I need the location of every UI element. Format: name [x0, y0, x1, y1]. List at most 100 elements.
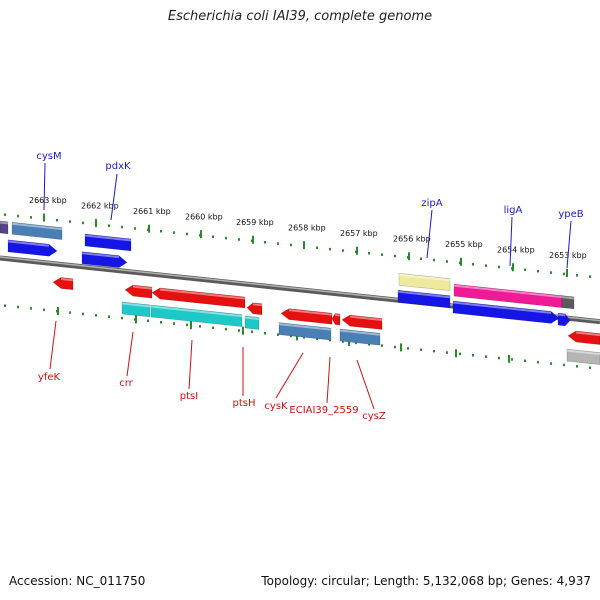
major-tick — [135, 315, 137, 324]
kbp-label: 2658 kbp — [288, 224, 326, 233]
tick-dot — [342, 340, 344, 343]
tick-dot — [95, 314, 97, 317]
major-tick — [57, 307, 59, 316]
tick-dot — [498, 265, 500, 269]
tick-dot — [472, 354, 474, 357]
tick-dot — [264, 331, 266, 335]
gene-box — [398, 272, 451, 292]
kbp-label: 2661 kbp — [133, 207, 171, 216]
tick-dot — [394, 345, 396, 349]
tick-dot — [433, 258, 435, 262]
label-leader-line — [43, 162, 46, 211]
tick-dot — [329, 338, 331, 342]
tick-dot — [251, 330, 253, 334]
kbp-label: 2660 kbp — [185, 213, 223, 222]
major-tick — [400, 343, 402, 352]
gene-label-forward: ligA — [504, 205, 523, 216]
major-tick — [566, 268, 568, 277]
tick-dot — [82, 221, 84, 225]
major-tick — [408, 252, 410, 261]
label-leader-line — [509, 216, 513, 267]
gene-fragment-left — [0, 220, 9, 235]
tick-dot — [550, 271, 552, 274]
major-tick — [455, 349, 457, 358]
label-leader-line — [49, 320, 57, 370]
kbp-label: 2656 kbp — [393, 235, 431, 244]
tick-dot — [472, 263, 474, 266]
tick-dot — [238, 238, 240, 241]
gene-box — [566, 348, 600, 365]
accession-text: Accession: NC_011750 — [9, 574, 146, 588]
major-tick — [95, 219, 97, 228]
tick-dot — [30, 216, 32, 219]
tick-dot — [381, 344, 383, 347]
kbp-label: 2655 kbp — [445, 240, 483, 249]
tick-dot — [238, 329, 240, 332]
major-tick — [356, 246, 358, 255]
major-tick — [242, 326, 244, 335]
tick-dot — [4, 304, 6, 307]
tick-dot — [212, 326, 214, 329]
outer-tick-track — [4, 213, 591, 278]
tick-dot — [121, 316, 123, 320]
tick-dot — [212, 235, 214, 238]
tick-dot — [43, 308, 45, 312]
kbp-label: 2663 kbp — [29, 196, 67, 205]
gene-arrow-reverse — [567, 330, 600, 345]
major-tick — [508, 354, 510, 363]
gene-labels: cysM pdxK zipA ligA ypeB yfeK crr ptsI ptsH cysK E… — [36, 151, 583, 422]
tick-dot — [537, 269, 539, 273]
tick-dot — [563, 272, 565, 276]
gene-arrow-reverse — [52, 277, 74, 291]
tick-dot — [30, 307, 32, 310]
tick-dot — [160, 229, 162, 233]
gene-features — [0, 220, 600, 365]
tick-dot — [186, 232, 188, 236]
tick-dot — [69, 220, 71, 223]
gene-box — [278, 322, 332, 341]
tick-dot — [342, 249, 344, 252]
major-tick — [460, 257, 462, 266]
tick-dot — [394, 254, 396, 258]
tick-dot — [433, 349, 435, 353]
gene-arrow-forward — [452, 300, 560, 324]
tick-dot — [173, 231, 175, 234]
gene-arrow-reverse — [331, 313, 341, 326]
gene-label-forward: cysM — [36, 151, 61, 162]
tick-dot — [290, 243, 292, 247]
genome-info-text: Topology: circular; Length: 5,132,068 bp… — [261, 574, 591, 588]
gene-label-reverse: ptsI — [180, 391, 198, 402]
kbp-label: 2657 kbp — [340, 229, 378, 238]
gene-label-reverse: cysZ — [362, 411, 386, 422]
tick-dot — [420, 257, 422, 261]
gene-arrow-forward — [7, 239, 58, 257]
gene-arrow-reverse — [124, 284, 153, 299]
tick-dot — [264, 240, 266, 244]
label-leader-line — [126, 331, 134, 377]
label-leader-line — [566, 220, 572, 269]
gene-label-reverse: cysK — [264, 401, 288, 412]
tick-dot — [134, 227, 136, 230]
tick-dot — [303, 336, 305, 339]
tick-dot — [381, 253, 383, 256]
gene-box — [11, 221, 63, 240]
map-title: Escherichia coli IAI39, complete genome — [167, 9, 433, 24]
tick-dot — [563, 363, 565, 367]
tick-dot — [290, 334, 292, 338]
label-leader-line — [110, 173, 118, 221]
tick-dot — [576, 365, 578, 368]
gene-arrow-reverse — [246, 302, 263, 316]
tick-dot — [485, 355, 487, 358]
kbp-label: 2659 kbp — [236, 218, 274, 227]
tick-dot — [82, 312, 84, 316]
gene-label-reverse: yfeK — [38, 372, 61, 383]
label-leader-line — [356, 359, 375, 410]
tick-dot — [524, 268, 526, 272]
tick-dot — [485, 264, 487, 267]
tick-dot — [589, 366, 591, 369]
tick-dot — [576, 274, 578, 277]
gene-box — [150, 304, 243, 327]
tick-dot — [550, 362, 552, 365]
tick-dot — [160, 320, 162, 324]
gene-box — [339, 328, 381, 346]
